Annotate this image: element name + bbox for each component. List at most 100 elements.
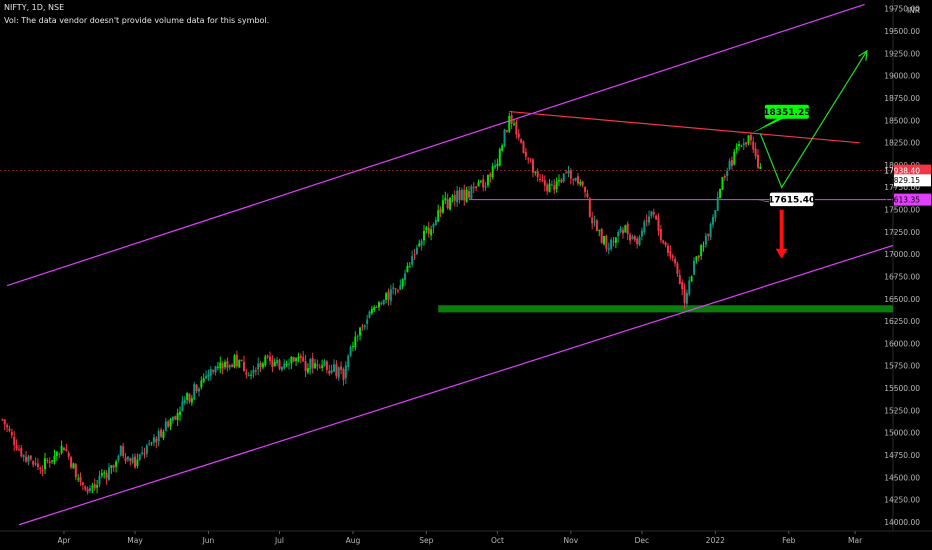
- candle: [704, 232, 707, 248]
- candle: [55, 451, 58, 461]
- candle-body: [645, 220, 648, 222]
- candle-body: [309, 359, 312, 370]
- candle-body: [103, 472, 106, 474]
- candle: [271, 355, 274, 373]
- candle-body: [155, 438, 158, 443]
- candle: [361, 323, 364, 331]
- candle: [558, 174, 561, 186]
- candle: [460, 187, 463, 201]
- candle: [726, 167, 729, 182]
- candle-body: [411, 255, 414, 265]
- candle: [756, 148, 759, 170]
- candle-body: [531, 159, 534, 173]
- candle-body: [683, 288, 686, 304]
- candle-body: [361, 326, 364, 328]
- candle-body: [733, 151, 736, 165]
- candle-body: [344, 365, 347, 379]
- callout-18351[interactable]: 18351.25: [750, 104, 811, 134]
- time-tick-label: Feb: [782, 536, 796, 545]
- candle: [34, 457, 37, 467]
- candle: [458, 186, 461, 204]
- candle: [598, 229, 601, 237]
- price-tick-label: 19000.00: [884, 72, 920, 81]
- candle: [600, 227, 603, 244]
- candle-body: [664, 242, 667, 246]
- candle-body: [498, 149, 501, 166]
- candle: [536, 168, 539, 182]
- candle-body: [427, 227, 430, 234]
- candle-body: [44, 458, 47, 470]
- candle-body: [261, 363, 264, 368]
- candle-body: [707, 233, 710, 236]
- candle: [534, 171, 537, 176]
- candle-body: [219, 362, 222, 369]
- candle-body: [117, 455, 120, 461]
- candle-body: [354, 336, 357, 348]
- price-tick-label: 18250.00: [884, 139, 920, 148]
- candle: [569, 168, 572, 185]
- price-tick-label: 19750.00: [884, 5, 920, 14]
- candle: [145, 443, 148, 458]
- candle-body: [306, 368, 309, 373]
- candle: [399, 279, 402, 290]
- candle: [664, 241, 667, 248]
- candle: [740, 144, 743, 147]
- candle: [565, 169, 568, 174]
- candle-body: [396, 290, 399, 292]
- candle-body: [51, 460, 54, 462]
- time-axis[interactable]: Apr May Jun Jul Aug Sep Oct Nov Dec 2022 Feb Mar: [57, 531, 863, 545]
- candle-body: [598, 230, 601, 232]
- candle: [311, 352, 314, 374]
- candle: [669, 245, 672, 260]
- candle: [721, 176, 724, 191]
- candle: [214, 365, 217, 376]
- candle: [302, 350, 305, 362]
- candle: [624, 224, 627, 233]
- candle: [1, 418, 4, 422]
- candle-body: [756, 154, 759, 168]
- candle: [264, 354, 267, 368]
- candle-body: [581, 181, 584, 186]
- symbol-header[interactable]: NIFTY, 1D, NSE: [4, 3, 65, 12]
- candle: [257, 357, 260, 376]
- candle-body: [176, 412, 179, 420]
- candle-body: [235, 354, 238, 367]
- candle-body: [250, 374, 253, 376]
- candle: [295, 357, 298, 366]
- candle-body: [245, 372, 248, 375]
- candle-body: [747, 135, 750, 144]
- time-tick-label: Nov: [564, 536, 579, 545]
- candle-body: [671, 255, 674, 258]
- candle: [572, 178, 575, 186]
- candle-body: [543, 180, 546, 186]
- candle: [688, 276, 691, 297]
- candle-body: [586, 193, 589, 198]
- candle-body: [285, 364, 288, 366]
- candle-body: [659, 229, 662, 241]
- candle: [411, 250, 414, 268]
- candle: [380, 301, 383, 306]
- currency-label: INR: [907, 6, 920, 15]
- candle: [62, 447, 65, 451]
- candle-body: [257, 363, 260, 370]
- candle-body: [181, 401, 184, 412]
- candle: [325, 359, 328, 374]
- candle: [359, 327, 362, 341]
- candle: [6, 423, 9, 433]
- price-tick-label: 16250.00: [884, 317, 920, 326]
- candle-body: [723, 175, 726, 178]
- candle: [486, 174, 489, 188]
- candle: [444, 191, 447, 205]
- candle-body: [363, 325, 366, 328]
- candle-body: [332, 364, 335, 372]
- candle-body: [330, 370, 333, 374]
- candle-body: [439, 208, 442, 213]
- candle: [754, 142, 757, 160]
- callout-17615[interactable]: 17615.40: [755, 192, 816, 207]
- candle-body: [588, 198, 591, 217]
- price-axis[interactable]: 19750.00 19500.00 19250.00 19000.00 18750.00…: [884, 5, 920, 527]
- candle-body: [643, 221, 646, 232]
- candle: [752, 136, 755, 153]
